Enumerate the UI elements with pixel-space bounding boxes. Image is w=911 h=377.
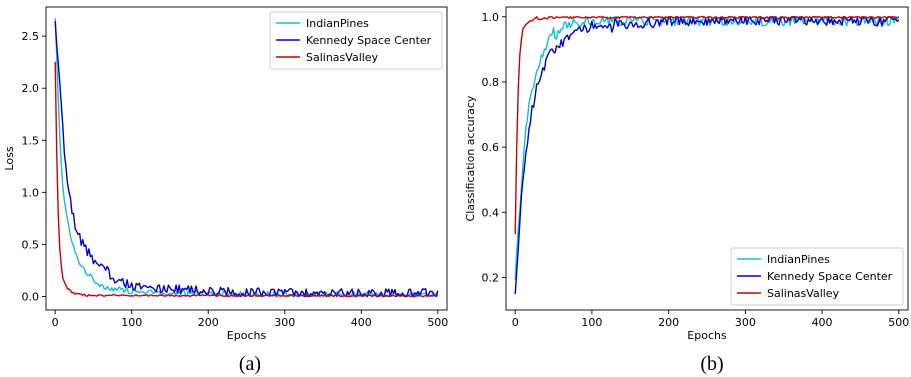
legend: IndianPines Kennedy Space Center SalinasVa… (269, 11, 443, 70)
legend-box (269, 11, 443, 70)
legend-box (730, 247, 904, 306)
x-tick-label: 0 (52, 316, 59, 329)
loss-chart: 0 100 200 300 400 500 0.0 0.5 1.0 1.5 2.0 2.5 Epochs… (3, 6, 448, 375)
y-tick-label: 0.2 (482, 271, 500, 284)
x-tick-label: 300 (735, 316, 756, 329)
series-line-salinasvalley (54, 61, 439, 298)
legend-entry: Kennedy Space Center (306, 34, 432, 47)
legend-entry: SalinasValley (306, 51, 379, 64)
y-tick-label: 2.0 (22, 82, 40, 95)
x-tick-label: 200 (658, 316, 679, 329)
y-tick-label: 1.5 (22, 134, 40, 147)
x-tick-label: 500 (888, 316, 909, 329)
x-tick-label: 300 (274, 316, 295, 329)
x-tick-label: 0 (512, 316, 519, 329)
x-tick-label: 400 (812, 316, 833, 329)
x-tick-label: 100 (581, 316, 602, 329)
series-lines (514, 16, 900, 295)
y-tick-label: 0.5 (22, 238, 40, 251)
y-tick-label: 2.5 (22, 30, 40, 43)
legend: IndianPines Kennedy Space Center SalinasVa… (730, 247, 904, 306)
series-line-salinasvalley (514, 16, 900, 235)
legend-entry: Kennedy Space Center (767, 270, 893, 283)
x-tick-label: 400 (351, 316, 372, 329)
axes-frame (505, 6, 909, 311)
series-line-kennedy-space-center (514, 16, 900, 295)
x-tick-label: 100 (121, 316, 142, 329)
series-line-kennedy-space-center (54, 20, 439, 298)
series-lines (54, 18, 439, 298)
accuracy-chart: 0 100 200 300 400 500 0.2 0.4 0.6 0.8 1.0 Epochs Cla… (464, 6, 909, 375)
panel-caption: (a) (239, 353, 261, 375)
x-axis-label: Epochs (227, 329, 267, 342)
y-tick-label: 0.0 (22, 290, 40, 303)
y-axis-label: Loss (3, 146, 16, 170)
x-axis-label: Epochs (687, 329, 727, 342)
y-tick-label: 0.4 (482, 206, 500, 219)
panel-caption: (b) (700, 353, 723, 375)
x-tick-label: 500 (427, 316, 448, 329)
legend-entry: IndianPines (306, 17, 369, 30)
y-tick-label: 0.6 (482, 141, 500, 154)
y-tick-label: 1.0 (482, 11, 500, 24)
legend-entry: SalinasValley (767, 287, 840, 300)
y-tick-label: 0.8 (482, 76, 500, 89)
y-axis-label: Classification accuracy (464, 95, 477, 221)
legend-entry: IndianPines (767, 253, 830, 266)
axes-frame (45, 6, 448, 311)
y-tick-label: 1.0 (22, 186, 40, 199)
x-tick-label: 200 (198, 316, 219, 329)
